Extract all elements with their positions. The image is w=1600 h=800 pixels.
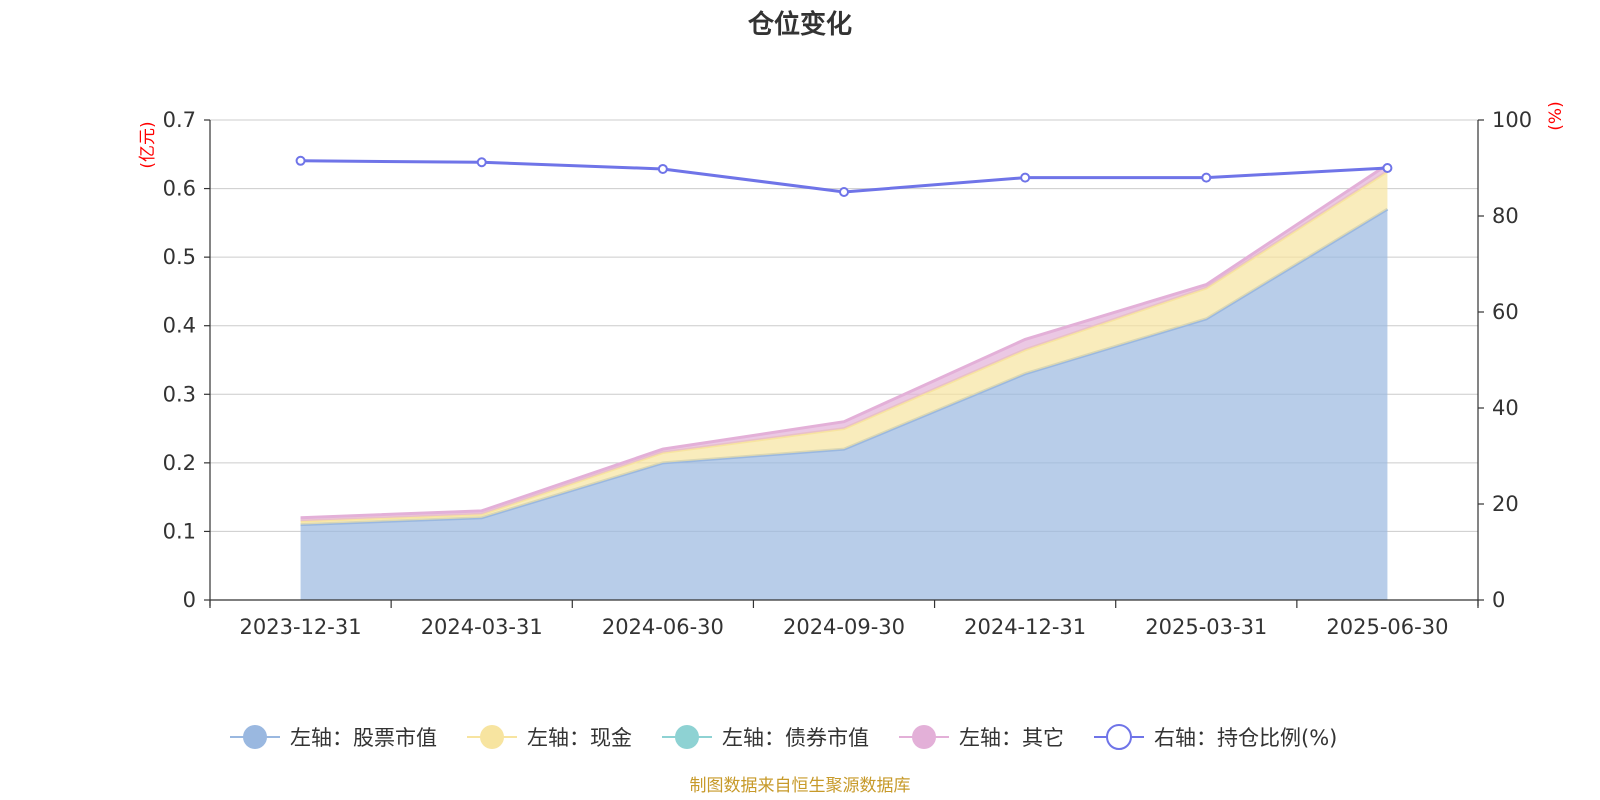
legend: 左轴：股票市值 左轴：现金 左轴：债券市值 左轴：其它 右轴：持仓比例(%) bbox=[230, 724, 1337, 750]
line-point bbox=[657, 163, 668, 174]
line-point bbox=[1382, 163, 1393, 173]
legend-item[interactable]: 左轴：其它 bbox=[899, 725, 1064, 750]
legend-label: 右轴：持仓比例(%) bbox=[1154, 726, 1337, 750]
x-axis-tick-label: 2025-06-30 bbox=[1326, 615, 1448, 639]
right-axis-tick-label: 40 bbox=[1492, 396, 1519, 420]
line-point bbox=[1020, 172, 1031, 183]
right-axis-tick-label: 0 bbox=[1492, 588, 1505, 612]
stacked-areas bbox=[300, 163, 1389, 600]
legend-item[interactable]: 左轴：现金 bbox=[467, 725, 632, 750]
area-edge-左轴：其它 bbox=[300, 163, 1389, 520]
left-axis-tick-label: 0.7 bbox=[163, 108, 196, 132]
left-axis-tick-label: 0 bbox=[183, 588, 196, 612]
right-axis-unit: (%) bbox=[1546, 101, 1566, 130]
x-axis-tick-label: 2025-03-31 bbox=[1145, 615, 1267, 639]
axes: 0 0.1 0.2 0.3 0.4 0.5 0.6 0.7 0 20 40 60 80 100 2023-1… bbox=[163, 108, 1533, 639]
line-point bbox=[839, 187, 849, 197]
left-axis-tick-label: 0.6 bbox=[163, 177, 196, 201]
line-point bbox=[1201, 172, 1212, 183]
line-point bbox=[295, 155, 306, 166]
legend-item[interactable]: 左轴：股票市值 bbox=[230, 725, 437, 750]
x-axis-tick-label: 2024-12-31 bbox=[964, 615, 1086, 639]
left-axis-unit: (亿元) bbox=[138, 121, 158, 168]
right-axis-tick-label: 20 bbox=[1492, 492, 1519, 516]
data-source-footer: 制图数据来自恒生聚源数据库 bbox=[690, 776, 911, 796]
legend-item[interactable]: 右轴：持仓比例(%) bbox=[1094, 724, 1337, 750]
x-axis-tick-label: 2024-03-31 bbox=[421, 615, 543, 639]
left-axis-tick-label: 0.3 bbox=[163, 382, 196, 406]
left-axis-tick-label: 0.4 bbox=[163, 314, 196, 338]
legend-label: 左轴：股票市值 bbox=[290, 726, 437, 750]
line-point bbox=[476, 157, 487, 168]
x-axis-tick-label: 2024-06-30 bbox=[602, 615, 724, 639]
legend-label: 左轴：其它 bbox=[959, 726, 1064, 750]
area-左轴：股票市值 bbox=[300, 209, 1388, 600]
right-axis-tick-label: 80 bbox=[1492, 204, 1519, 228]
ratio-line bbox=[295, 155, 1393, 197]
left-axis-tick-label: 0.2 bbox=[163, 451, 196, 475]
left-axis-tick-label: 0.1 bbox=[163, 519, 196, 543]
legend-marker bbox=[675, 725, 699, 749]
legend-item[interactable]: 左轴：债券市值 bbox=[662, 725, 869, 750]
chart-title: 仓位变化 bbox=[747, 9, 852, 40]
left-axis-tick-label: 0.5 bbox=[163, 245, 196, 269]
legend-label: 左轴：现金 bbox=[527, 726, 632, 750]
right-axis-tick-label: 100 bbox=[1492, 108, 1532, 132]
legend-marker bbox=[480, 725, 504, 749]
x-axis-tick-label: 2024-09-30 bbox=[783, 615, 905, 639]
legend-marker bbox=[912, 725, 936, 749]
legend-marker bbox=[1106, 724, 1132, 750]
right-axis-tick-label: 60 bbox=[1492, 300, 1519, 324]
legend-label: 左轴：债券市值 bbox=[722, 726, 869, 750]
x-axis-tick-label: 2023-12-31 bbox=[240, 615, 362, 639]
legend-marker bbox=[243, 725, 267, 749]
